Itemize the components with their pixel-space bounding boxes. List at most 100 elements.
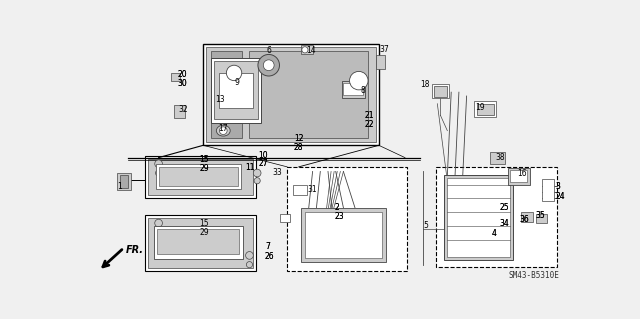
Text: 4: 4 [492,229,497,238]
Bar [148,159,253,195]
Text: 23: 23 [334,212,344,221]
Bar [511,170,527,182]
Bar [204,44,379,145]
Text: 25: 25 [500,203,509,212]
Circle shape [156,229,162,235]
Bar [175,106,184,117]
Text: 20: 20 [178,70,188,79]
Text: 14: 14 [307,46,316,55]
Circle shape [263,60,274,70]
Bar [148,219,253,268]
Text: 1: 1 [117,182,122,191]
Bar [159,167,238,186]
Text: 26: 26 [265,252,275,261]
Bar [432,85,449,98]
Text: 15: 15 [200,155,209,164]
Text: 35: 35 [536,211,546,220]
Bar [145,215,257,271]
Text: 25: 25 [500,203,509,212]
Bar [508,168,530,185]
Text: 8: 8 [360,86,365,95]
Text: FR.: FR. [126,245,144,255]
Text: 24: 24 [555,192,564,201]
Ellipse shape [216,125,230,136]
Bar [536,214,547,223]
Text: 23: 23 [334,212,344,221]
Bar [444,175,513,260]
Text: 36: 36 [520,215,529,224]
Text: SM43-B5310E: SM43-B5310E [509,271,560,280]
Text: 3: 3 [555,182,560,191]
Circle shape [296,187,302,193]
Text: 22: 22 [365,120,374,129]
Bar [206,47,376,142]
Bar [157,229,239,254]
Text: 19: 19 [476,103,485,112]
Bar [490,152,505,164]
Bar [293,185,307,195]
Bar [156,164,241,189]
Text: 7: 7 [265,242,269,251]
Bar [174,105,185,118]
Bar [520,211,533,222]
Circle shape [220,127,227,135]
Circle shape [246,252,253,259]
Bar [287,167,406,271]
Bar [120,175,128,188]
Text: 9: 9 [234,78,239,87]
Circle shape [253,169,261,177]
Text: 11: 11 [244,163,254,172]
Circle shape [155,160,163,168]
Circle shape [227,65,242,81]
Text: 30: 30 [178,79,188,88]
Text: 34: 34 [500,219,509,227]
Bar [280,214,289,221]
Circle shape [258,55,280,76]
Bar [477,104,493,115]
Text: 33: 33 [273,168,282,177]
Bar [436,167,557,267]
Text: 2: 2 [334,203,339,212]
Circle shape [156,170,162,176]
Text: 27: 27 [259,159,268,168]
Text: 3: 3 [555,182,560,191]
Text: 7: 7 [265,242,269,251]
Text: 24: 24 [555,192,564,201]
Text: 27: 27 [259,159,268,168]
Bar [171,73,180,81]
Bar [117,173,131,190]
Bar [219,73,253,108]
Text: 28: 28 [294,143,303,152]
Text: 29: 29 [200,228,209,237]
Bar [301,208,386,262]
Bar [214,61,258,119]
Circle shape [302,47,308,53]
Text: 15: 15 [200,219,209,227]
Text: 21: 21 [365,111,374,120]
Text: 17: 17 [219,124,228,133]
Text: 37: 37 [380,45,389,54]
Text: 10: 10 [259,151,268,160]
Text: 20: 20 [178,70,188,79]
Circle shape [254,178,260,184]
Text: 22: 22 [365,120,374,129]
Bar [447,178,509,257]
Bar [211,57,261,123]
Circle shape [155,219,163,227]
Bar [344,83,364,95]
Text: 10: 10 [259,151,268,160]
Text: 31: 31 [307,185,317,194]
Text: 21: 21 [365,111,374,120]
Text: 11: 11 [244,163,254,172]
Bar [305,211,382,258]
Text: 12: 12 [294,134,303,143]
Text: 18: 18 [420,80,430,89]
Text: 36: 36 [520,215,529,224]
Text: 13: 13 [215,95,225,104]
Bar [342,81,365,98]
Text: 28: 28 [294,143,303,152]
Text: 6: 6 [266,46,271,55]
Bar [474,101,496,117]
Text: 29: 29 [200,164,209,173]
Text: 15: 15 [200,155,209,164]
